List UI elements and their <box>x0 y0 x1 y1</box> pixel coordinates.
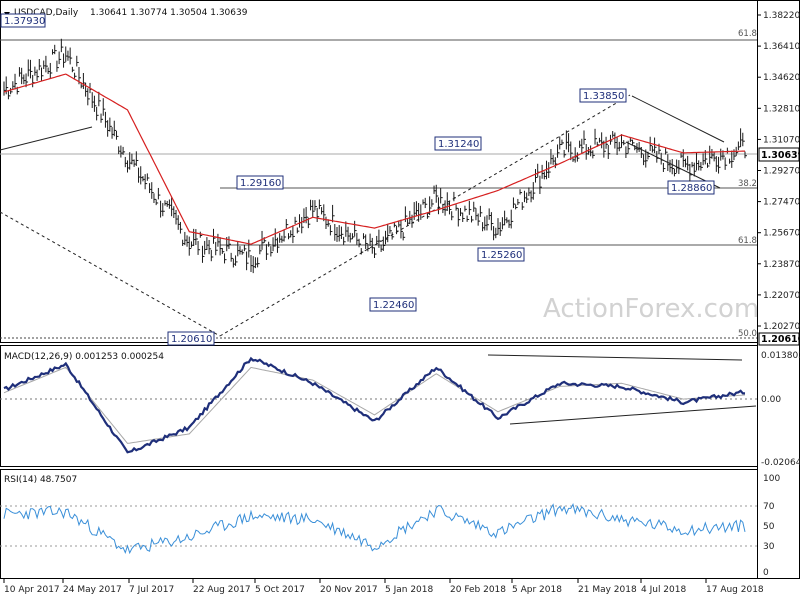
x-tick-label: 20 Nov 2017 <box>320 585 378 595</box>
label-1.28860-text: 1.28860 <box>671 183 712 194</box>
label-1.29160: 1.29160 <box>236 175 284 190</box>
macd-trendline-lower <box>509 405 757 425</box>
ma-line <box>3 73 745 245</box>
price-panel-frame <box>0 0 758 343</box>
price-tag-1.20610-text: 1.20610 <box>761 334 800 345</box>
watermark: ActionForex.com <box>543 294 759 324</box>
rsi-tick-label: 70 <box>763 502 775 512</box>
price-axis-frame <box>757 0 800 579</box>
x-tick-label: 21 May 2018 <box>578 585 637 595</box>
price-tag-1.20610: 1.20610 <box>758 332 800 346</box>
label-1.31240-text: 1.31240 <box>438 139 479 150</box>
label-1.20610-text: 1.20610 <box>171 334 212 345</box>
trendline-dashed-down <box>0 211 221 337</box>
y-tick-label: 1.31070 <box>763 135 800 145</box>
label-1.37930-text: 1.37930 <box>4 16 45 27</box>
x-tick-label: 22 Aug 2017 <box>193 585 251 595</box>
label-1.22460-text: 1.22460 <box>373 300 414 311</box>
macd-panel-frame <box>0 345 758 467</box>
dynamic-layer: 10 Apr 2017 24 May 2017 7 Jul 2017 22 Aug 2… <box>3 11 800 595</box>
y-tick-label: 1.27470 <box>763 198 800 208</box>
x-tick-label: 5 Oct 2017 <box>255 585 305 595</box>
symbol-title: USDCAD,Daily <box>14 8 79 18</box>
last-price-tag: 1.30639 <box>758 147 800 162</box>
macd-tick-label: 0.013802 <box>761 351 800 361</box>
rsi-tick-label: 100 <box>763 474 780 484</box>
ohlc-readout: 1.30641 1.30774 1.30504 1.30639 <box>90 8 248 18</box>
label-1.33850: 1.33850 <box>579 88 627 103</box>
x-tick-label: 5 Apr 2018 <box>512 585 562 595</box>
fib-label-38.2: 38.2 <box>738 179 757 189</box>
channel-upper <box>631 95 725 143</box>
fib-label-61.8-top: 61.8 <box>738 29 757 39</box>
fib-label-61.8: 61.8 <box>738 236 757 246</box>
y-tick-label: 1.23870 <box>763 260 800 270</box>
macd-tick-label: -0.020648 <box>761 458 800 468</box>
x-tick-label: 5 Jan 2018 <box>385 585 433 595</box>
trendline-upper-left <box>0 126 93 151</box>
x-tick-label: 4 Jul 2018 <box>641 585 686 595</box>
rsi-tick-label: 50 <box>763 522 775 532</box>
label-1.20610: 1.20610 <box>167 331 215 346</box>
label-1.29160-text: 1.29160 <box>240 178 281 189</box>
macd-line <box>3 356 746 454</box>
trendline-dashed-up <box>219 94 631 337</box>
rsi-tick-label: 0 <box>763 568 769 578</box>
y-tick-label: 1.22070 <box>763 291 800 301</box>
y-tick-label: 1.20270 <box>763 322 800 332</box>
macd-signal-line <box>3 366 746 444</box>
y-tick-label: 1.34620 <box>763 73 800 83</box>
x-tick-label: 24 May 2017 <box>63 585 122 595</box>
y-tick-label: 1.38220 <box>763 11 800 21</box>
rsi-title: RSI(14) 48.7507 <box>4 475 77 485</box>
x-tick-label: 20 Feb 2018 <box>450 585 506 595</box>
label-1.22460: 1.22460 <box>369 297 417 312</box>
fib-label-50.0: 50.0 <box>738 329 757 339</box>
label-1.31240: 1.31240 <box>434 136 482 151</box>
label-1.37930: 1.37930 <box>0 13 46 28</box>
x-tick-label: 10 Apr 2017 <box>4 585 60 595</box>
label-1.25260: 1.25260 <box>477 247 525 262</box>
label-1.33850-text: 1.33850 <box>583 91 624 102</box>
last-price-tag-text: 1.30639 <box>761 150 800 161</box>
y-tick-label: 1.29270 <box>763 167 800 177</box>
y-tick-label: 1.36410 <box>763 42 800 52</box>
macd-tick-label: 0.00 <box>761 395 781 405</box>
macd-trendline-upper <box>487 354 743 361</box>
rsi-tick-label: 30 <box>763 542 775 552</box>
x-tick-label: 17 Aug 2018 <box>706 585 764 595</box>
label-1.25260-text: 1.25260 <box>481 250 522 261</box>
y-tick-label: 1.25670 <box>763 229 800 239</box>
rsi-line <box>3 503 746 555</box>
label-1.28860: 1.28860 <box>667 180 715 195</box>
y-tick-label: 1.32810 <box>763 104 800 114</box>
x-tick-label: 7 Jul 2017 <box>129 585 174 595</box>
macd-title: MACD(12,26,9) 0.001253 0.000254 <box>4 352 164 362</box>
